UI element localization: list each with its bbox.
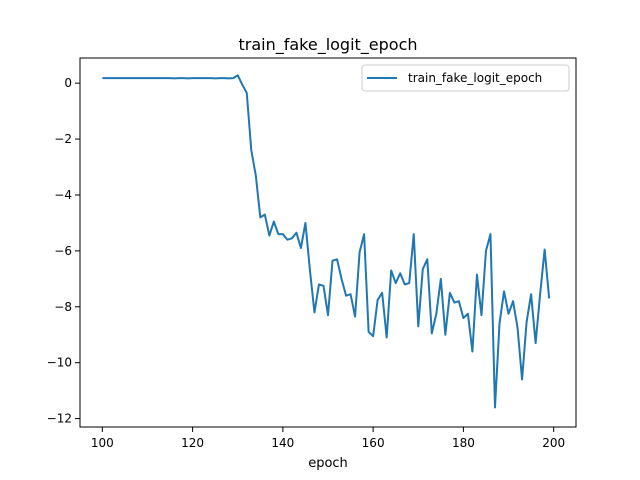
y-tick-label: −4 [54, 188, 72, 202]
plot-area-frame [79, 57, 577, 428]
x-tick-label: 180 [452, 436, 475, 450]
y-tick-label: −10 [47, 356, 72, 370]
legend: train_fake_logit_epoch [361, 64, 570, 92]
series-line-train-fake-logit-epoch [102, 74, 551, 409]
y-tick-label: 0 [64, 76, 72, 90]
x-tick-label: 160 [362, 436, 385, 450]
x-axis-label: epoch [308, 456, 348, 471]
legend-box [361, 64, 570, 92]
legend-label: train_fake_logit_epoch [408, 71, 542, 85]
y-tick-label: −12 [47, 412, 72, 426]
x-tick-label: 140 [271, 436, 294, 450]
x-tick-label: 100 [91, 436, 114, 450]
chart-title: train_fake_logit_epoch [238, 35, 417, 55]
x-tick-label: 120 [181, 436, 204, 450]
y-tick-label: −6 [54, 244, 72, 258]
y-tick-label: −8 [54, 300, 72, 314]
y-tick-label: −2 [54, 132, 72, 146]
axis-ticks: 100 120 140 160 180 200 0 −2 −4 −6 −8 −10 −12 [47, 76, 565, 450]
series-layer [102, 74, 551, 409]
x-tick-label: 200 [542, 436, 565, 450]
